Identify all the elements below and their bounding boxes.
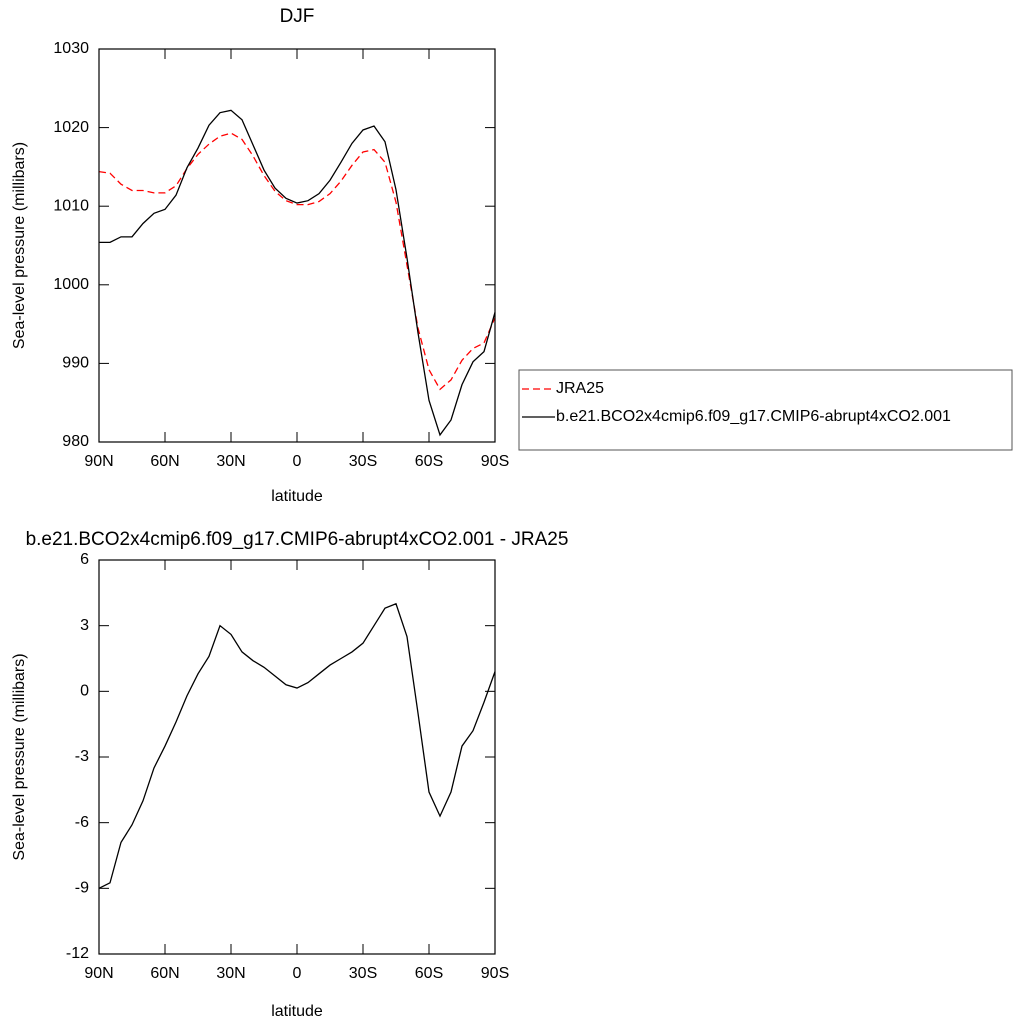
y-tick-label: 0 bbox=[80, 683, 89, 700]
x-tick-label: 0 bbox=[293, 965, 302, 982]
y-tick-label: 980 bbox=[62, 433, 89, 450]
x-tick-label: 60N bbox=[150, 965, 179, 982]
x-axis-label: latitude bbox=[271, 488, 323, 505]
x-tick-label: 90N bbox=[84, 453, 113, 470]
x-tick-label: 0 bbox=[293, 453, 302, 470]
x-tick-label: 60S bbox=[415, 965, 443, 982]
y-tick-label: 1020 bbox=[53, 119, 89, 136]
y-axis-label: Sea-level pressure (millibars) bbox=[11, 653, 28, 860]
y-tick-label: 1010 bbox=[53, 197, 89, 214]
y-tick-label: 3 bbox=[80, 617, 89, 634]
x-tick-label: 90N bbox=[84, 965, 113, 982]
y-tick-label: -12 bbox=[66, 945, 89, 962]
plot-frame bbox=[98, 48, 496, 443]
y-tick-label: -6 bbox=[75, 814, 89, 831]
y-tick-label: 6 bbox=[80, 551, 89, 568]
series-line bbox=[98, 602, 496, 889]
x-tick-label: 30N bbox=[216, 965, 245, 982]
x-tick-label: 90S bbox=[481, 965, 509, 982]
plot-frame bbox=[98, 559, 496, 955]
x-axis-label: latitude bbox=[271, 1003, 323, 1020]
x-tick-label: 30N bbox=[216, 453, 245, 470]
series-line bbox=[99, 109, 496, 437]
legend-label: b.e21.BCO2x4cmip6.f09_g17.CMIP6-abrupt4x… bbox=[556, 408, 951, 425]
y-tick-label: 1030 bbox=[53, 40, 89, 57]
chart-title: b.e21.BCO2x4cmip6.f09_g17.CMIP6-abrupt4x… bbox=[26, 529, 569, 550]
x-tick-label: 30S bbox=[349, 965, 377, 982]
y-axis-label: Sea-level pressure (millibars) bbox=[11, 142, 28, 349]
x-tick-label: 30S bbox=[349, 453, 377, 470]
x-tick-label: 90S bbox=[481, 453, 509, 470]
series-line bbox=[98, 132, 496, 391]
legend-label: JRA25 bbox=[556, 380, 604, 397]
legend-box bbox=[518, 369, 1013, 451]
y-tick-label: -3 bbox=[75, 748, 89, 765]
y-tick-label: -9 bbox=[75, 880, 89, 897]
x-tick-label: 60N bbox=[150, 453, 179, 470]
y-tick-label: 1000 bbox=[53, 276, 89, 293]
x-tick-label: 60S bbox=[415, 453, 443, 470]
chart-title: DJF bbox=[280, 6, 315, 27]
y-tick-label: 990 bbox=[62, 355, 89, 372]
